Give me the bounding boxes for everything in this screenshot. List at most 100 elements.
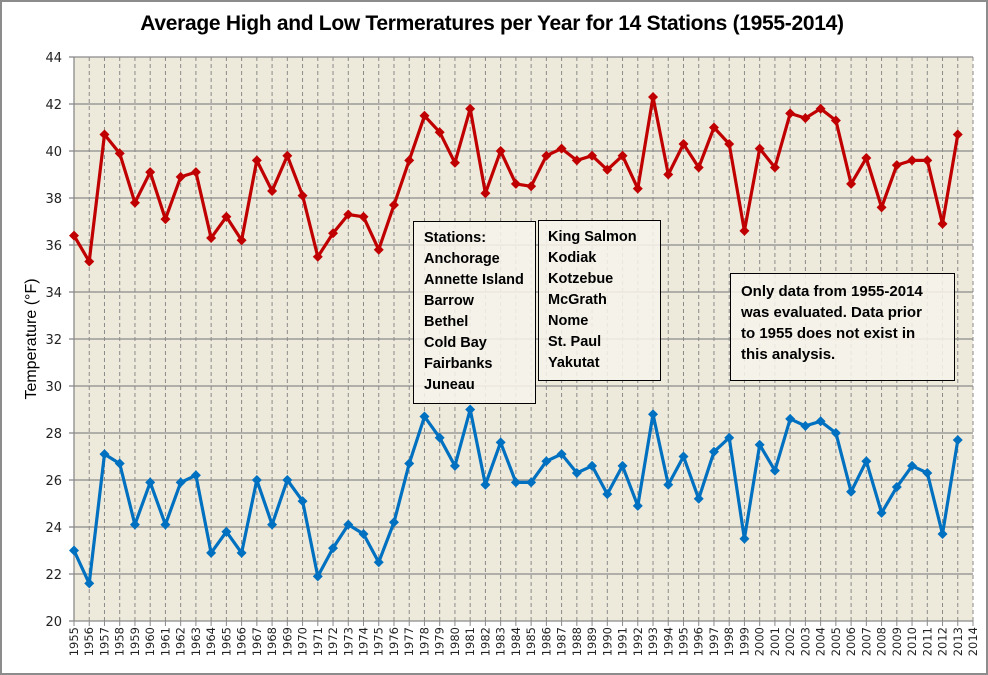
data-point-marker: [114, 458, 125, 469]
x-tick-label: 1999: [737, 627, 751, 656]
x-tick-label: 1973: [341, 627, 355, 656]
data-point-marker: [891, 160, 902, 171]
data-point-marker: [495, 146, 506, 156]
data-point-marker: [160, 519, 171, 530]
x-tick-label: 2009: [890, 627, 904, 656]
data-point-marker: [388, 517, 399, 528]
x-tick-label: 1989: [585, 627, 599, 656]
x-tick-label: 2013: [951, 627, 965, 656]
data-point-marker: [129, 519, 140, 530]
data-point-marker: [495, 437, 506, 448]
x-tick-label: 1976: [387, 627, 401, 656]
data-point-marker: [69, 230, 79, 241]
data-point-marker: [145, 477, 156, 488]
data-point-marker: [556, 449, 567, 460]
x-tick-label: 1991: [616, 627, 630, 656]
data-point-marker: [328, 543, 339, 554]
y-tick-label: 22: [45, 568, 62, 583]
data-point-marker: [373, 244, 384, 255]
data-range-note: Only data from 1955-2014 was evaluated. …: [730, 273, 955, 381]
chart-title: Average High and Low Termeratures per Ye…: [140, 12, 844, 35]
data-point-marker: [343, 209, 354, 220]
data-point-marker: [571, 467, 582, 478]
x-tick-label: 1986: [539, 627, 553, 656]
data-point-marker: [221, 211, 232, 222]
data-point-marker: [434, 127, 445, 138]
x-tick-label: 2000: [753, 627, 767, 656]
data-point-marker: [404, 458, 415, 469]
y-tick-label: 30: [45, 380, 62, 395]
x-tick-label: 1958: [113, 627, 127, 656]
data-point-marker: [465, 103, 476, 114]
x-tick-label: 2006: [844, 627, 858, 656]
x-tick-label: 1982: [478, 627, 492, 656]
x-tick-label: 1971: [311, 627, 325, 656]
data-point-marker: [648, 409, 659, 420]
data-point-marker: [785, 413, 796, 424]
data-point-marker: [526, 181, 537, 192]
data-point-marker: [587, 150, 598, 161]
station-item: Fairbanks: [424, 356, 493, 372]
station-item: McGrath: [548, 292, 607, 308]
data-point-marker: [541, 150, 552, 161]
data-point-marker: [602, 164, 613, 175]
x-tick-label: 1964: [204, 627, 218, 656]
y-tick-label: 38: [45, 192, 62, 207]
data-point-marker: [267, 519, 278, 530]
y-tick-label: 20: [45, 615, 62, 630]
data-point-marker: [663, 169, 674, 180]
x-tick-label: 1963: [189, 627, 203, 656]
data-point-marker: [739, 225, 750, 236]
data-point-marker: [449, 460, 460, 471]
data-point-marker: [99, 449, 110, 460]
x-tick-labels: 1955 1956 1957 1958 1959 1960 1961 1962 1963 1964…: [67, 627, 980, 656]
x-tick-label: 1983: [494, 627, 508, 656]
data-point-marker: [297, 190, 308, 201]
y-tick-label: 24: [45, 521, 62, 536]
x-tick-label: 1957: [97, 627, 111, 656]
data-point-marker: [465, 404, 476, 415]
data-point-marker: [282, 475, 293, 485]
x-tick-label: 1961: [158, 627, 172, 656]
x-tick-label: 1981: [463, 627, 477, 656]
x-tick-label: 1977: [402, 627, 416, 656]
x-tick-label: 2010: [905, 627, 919, 656]
x-tick-label: 2003: [798, 627, 812, 656]
data-point-marker: [69, 545, 79, 556]
x-tick-label: 2004: [814, 627, 828, 656]
x-tick-label: 1972: [326, 627, 340, 656]
y-tick-label: 42: [45, 98, 62, 113]
x-tick-label: 1998: [722, 627, 736, 656]
data-point-marker: [830, 428, 841, 438]
x-tick-label: 1960: [143, 627, 157, 656]
data-point-marker: [739, 533, 750, 544]
station-item: Kotzebue: [548, 271, 614, 287]
station-item: Annette Island: [424, 272, 524, 288]
data-point-marker: [404, 155, 415, 166]
x-tick-label: 2008: [875, 627, 889, 656]
data-point-marker: [769, 162, 780, 173]
series-average-high: [69, 91, 963, 267]
x-tick-label: 2014: [966, 627, 980, 656]
data-point-marker: [708, 446, 719, 457]
x-tick-label: 1968: [265, 627, 279, 656]
data-point-marker: [693, 162, 704, 173]
x-tick-label: 1975: [372, 627, 386, 656]
data-point-marker: [114, 148, 125, 159]
x-tick-label: 1962: [174, 627, 188, 656]
data-point-marker: [907, 155, 918, 166]
data-point-marker: [419, 411, 430, 422]
stations-heading: Stations:: [424, 230, 487, 246]
data-point-marker: [724, 432, 735, 443]
data-point-marker: [145, 167, 156, 178]
x-tick-label: 1978: [417, 627, 431, 656]
station-item: St. Paul: [548, 334, 602, 350]
data-point-marker: [800, 420, 811, 431]
data-point-marker: [724, 138, 735, 149]
data-point-marker: [206, 232, 217, 243]
x-tick-label: 2002: [783, 627, 797, 656]
data-point-marker: [937, 218, 948, 229]
x-tick-label: 1990: [600, 627, 614, 656]
x-tick-label: 2011: [920, 627, 934, 656]
station-item: Barrow: [424, 293, 474, 309]
